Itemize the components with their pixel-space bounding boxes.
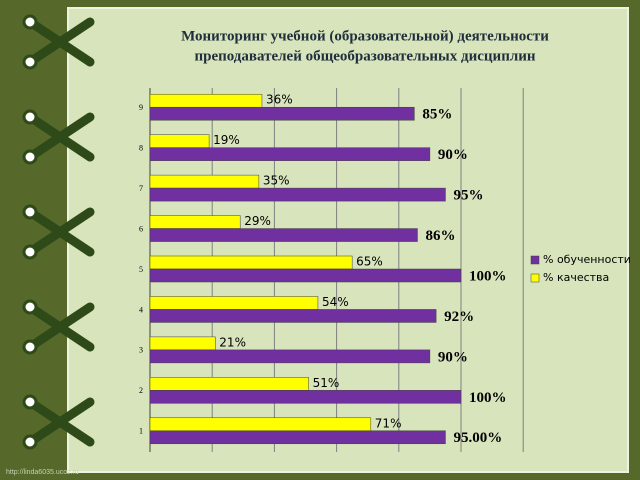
data-label: 90%	[438, 349, 468, 365]
data-label: 21%	[219, 335, 246, 349]
legend-swatch	[530, 255, 540, 265]
bar	[149, 296, 319, 310]
data-label: 19%	[213, 133, 240, 147]
bar	[149, 390, 462, 404]
bar	[149, 377, 309, 391]
lace	[22, 109, 95, 165]
data-label: 36%	[266, 93, 293, 107]
bar	[149, 134, 210, 148]
y-tick-label: 9	[139, 103, 143, 112]
y-tick-label: 3	[139, 346, 143, 355]
data-label: 51%	[313, 376, 340, 390]
data-label: 85%	[422, 107, 452, 123]
bar	[149, 336, 216, 351]
data-label: 86%	[425, 228, 455, 244]
lace	[22, 299, 95, 355]
y-tick-label: 6	[139, 224, 143, 233]
bar	[149, 174, 260, 189]
laces	[22, 14, 95, 450]
data-label: 54%	[322, 295, 349, 309]
data-label: 71%	[375, 416, 402, 430]
bar	[149, 228, 418, 242]
y-tick-label: 1	[139, 427, 143, 436]
data-label: 100%	[469, 390, 507, 406]
y-tick-label: 5	[139, 265, 143, 274]
lace	[22, 14, 95, 70]
data-label: 95%	[453, 188, 483, 204]
source: http://linda6035.ucoz.ru	[6, 469, 79, 476]
bar	[149, 309, 437, 323]
legend-swatch	[530, 273, 540, 283]
data-label: 29%	[244, 214, 271, 228]
y-tick-label: 7	[139, 184, 143, 193]
chart-title: Мониторинг учебной (образовательной) дея…	[181, 28, 549, 44]
y-tick-label: 8	[139, 143, 143, 152]
bar	[149, 215, 241, 229]
data-label: 95.00%	[453, 430, 502, 446]
bar	[149, 147, 431, 161]
lace	[22, 204, 95, 260]
bar	[149, 430, 446, 445]
bar	[149, 349, 431, 364]
y-tick-label: 2	[139, 386, 143, 395]
bar	[149, 106, 415, 121]
legend-label: % качества	[543, 271, 609, 284]
data-label: 65%	[356, 255, 383, 269]
lace	[22, 394, 95, 450]
data-label: 35%	[263, 174, 290, 188]
data-label: 100%	[469, 268, 507, 284]
bar	[149, 268, 462, 283]
bar	[149, 255, 353, 270]
chart-title: преподавателей общеобразовательных дисци…	[194, 48, 535, 64]
bar	[149, 93, 263, 108]
data-label: 90%	[438, 147, 468, 163]
bar	[149, 187, 446, 202]
y-tick-label: 4	[139, 305, 143, 314]
legend-label: % обученности	[543, 253, 631, 266]
data-label: 92%	[444, 309, 474, 325]
bar	[149, 417, 372, 432]
